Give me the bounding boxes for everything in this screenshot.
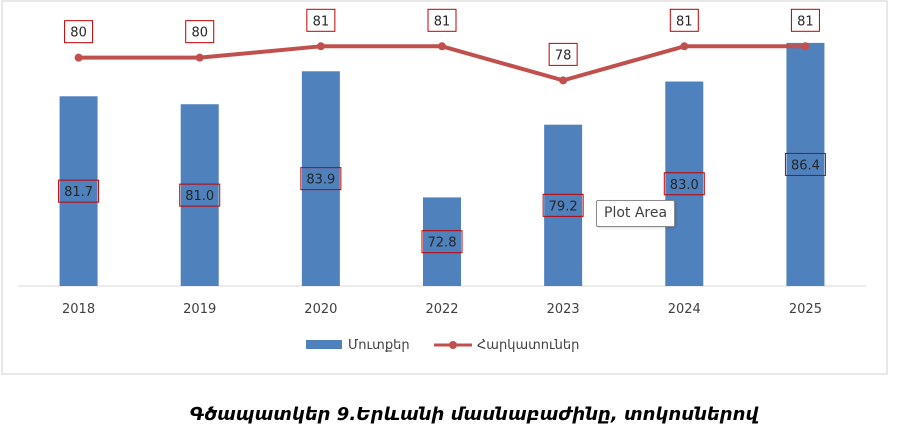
figure-caption: Գծապատկեր 9.Երևանի մասնաբաժինը, տոկոսներ… bbox=[189, 404, 759, 425]
line-layer bbox=[74, 42, 810, 85]
bar-label-2022: 72.8 bbox=[421, 230, 463, 254]
bar-label-2019: 81.0 bbox=[179, 183, 221, 207]
x-tick-2025: 2025 bbox=[789, 302, 822, 317]
legend-label-bars: Մուտքեր bbox=[348, 338, 410, 353]
svg-text:83.9: 83.9 bbox=[306, 173, 335, 188]
legend-swatch-bars bbox=[306, 340, 342, 349]
x-tick-2020: 2020 bbox=[304, 302, 337, 317]
line-label-2025: 81 bbox=[790, 8, 820, 32]
svg-text:81: 81 bbox=[313, 14, 330, 29]
line-point-2022 bbox=[438, 42, 446, 51]
svg-text:72.8: 72.8 bbox=[428, 236, 457, 251]
bar-2022 bbox=[423, 197, 461, 286]
bar-2023 bbox=[544, 124, 583, 286]
x-tick-2018: 2018 bbox=[62, 302, 95, 317]
svg-text:81: 81 bbox=[434, 14, 451, 29]
svg-text:80: 80 bbox=[191, 26, 208, 41]
bars-layer bbox=[59, 42, 825, 287]
line-label-2019: 80 bbox=[185, 20, 215, 44]
line-label-2022: 81 bbox=[427, 8, 457, 32]
bar-2025 bbox=[786, 42, 825, 287]
svg-text:86.4: 86.4 bbox=[791, 158, 820, 173]
bar-2024 bbox=[665, 81, 704, 287]
line-point-2020 bbox=[316, 42, 325, 51]
bar-label-2024: 83.0 bbox=[663, 172, 705, 196]
line-label-2020: 81 bbox=[306, 8, 336, 32]
svg-text:79.2: 79.2 bbox=[549, 199, 578, 214]
svg-text:80: 80 bbox=[70, 26, 87, 41]
plot-area-tooltip: Plot Area bbox=[596, 200, 676, 227]
line-point-2025 bbox=[801, 42, 810, 51]
x-axis-ticks: 2018 2019 2020 2022 2023 2024 2025 bbox=[62, 302, 822, 317]
line-point-2019 bbox=[195, 53, 204, 62]
line-point-2023 bbox=[559, 76, 568, 85]
svg-text:83.0: 83.0 bbox=[670, 178, 699, 193]
legend-item-line[interactable]: Հարկատուներ bbox=[434, 338, 579, 353]
bar-label-2023: 79.2 bbox=[542, 193, 584, 217]
line-label-2018: 80 bbox=[64, 20, 94, 44]
x-tick-2019: 2019 bbox=[183, 302, 216, 317]
bar-label-2025: 86.4 bbox=[784, 152, 826, 176]
bar-2018 bbox=[59, 96, 98, 287]
line-point-2018 bbox=[74, 53, 83, 62]
line-label-2023: 78 bbox=[548, 42, 578, 66]
bar-2019 bbox=[180, 104, 219, 287]
svg-text:81: 81 bbox=[797, 14, 814, 29]
x-tick-2022: 2022 bbox=[425, 302, 458, 317]
data-labels-layer: 81.7 81.0 83.9 72.8 79.2 83.0 86.4 80 80 81 81 78 81… bbox=[58, 8, 826, 254]
legend-marker-line bbox=[449, 341, 457, 349]
line-label-2024: 81 bbox=[669, 8, 699, 32]
bar-label-2018: 81.7 bbox=[58, 179, 100, 203]
svg-text:78: 78 bbox=[555, 48, 572, 63]
svg-text:81: 81 bbox=[676, 14, 693, 29]
x-tick-2023: 2023 bbox=[547, 302, 580, 317]
legend-label-line: Հարկատուներ bbox=[477, 338, 579, 353]
svg-text:81.7: 81.7 bbox=[64, 185, 93, 200]
x-tick-2024: 2024 bbox=[668, 302, 701, 317]
legend[interactable]: Մուտքեր Հարկատուներ bbox=[306, 338, 579, 353]
line-series bbox=[78, 44, 806, 83]
chart-area-border bbox=[1, 0, 888, 375]
bar-2020 bbox=[301, 71, 340, 287]
legend-item-bars[interactable]: Մուտքեր bbox=[306, 338, 410, 353]
line-point-2024 bbox=[680, 42, 689, 51]
svg-text:81.0: 81.0 bbox=[185, 189, 214, 204]
bar-label-2020: 83.9 bbox=[300, 167, 342, 191]
